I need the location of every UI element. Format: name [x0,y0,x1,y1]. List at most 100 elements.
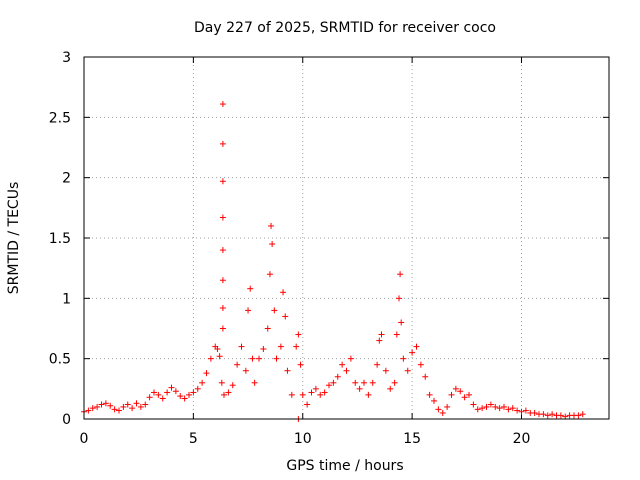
grid [84,57,609,419]
data-point [277,343,284,350]
data-point [249,355,256,362]
data-point [155,391,162,398]
data-point [382,367,389,374]
data-point [374,361,381,368]
data-point [85,407,92,414]
data-point [431,397,437,404]
data-point [264,325,271,332]
data-point [356,385,363,392]
plot-frame [83,56,610,420]
data-point [452,385,459,392]
data-point [417,361,424,368]
data-point [219,178,226,185]
data-point [352,379,359,386]
x-tick-label: 5 [189,431,198,447]
data-point [299,391,306,398]
data-point [400,355,407,362]
data-point [439,409,446,416]
data-point [256,355,262,362]
data-point [575,412,582,419]
data-point [487,401,494,408]
data-point [496,405,503,412]
data-point [269,241,276,248]
data-point [273,355,280,362]
data-point [387,385,394,392]
y-tick-label: 2.5 [49,110,71,126]
data-point [94,403,101,410]
data-point [509,405,516,412]
data-point [280,289,287,296]
data-point [522,407,529,414]
data-point [361,379,367,386]
data-point [293,343,300,350]
x-tick-label: 20 [513,431,531,447]
data-point [168,384,175,391]
data-point [376,337,383,344]
data-point [304,401,311,408]
x-tick-label: 0 [80,431,89,447]
data-point [219,247,226,254]
data-point [391,379,398,386]
data-point [214,346,221,353]
data-point [397,271,404,278]
data-point [321,389,328,396]
data-point [378,331,385,338]
data-points [81,101,586,422]
data-point [124,401,131,408]
data-point [268,222,275,229]
data-point [334,373,341,380]
data-point [234,361,241,368]
data-point [312,385,319,392]
data-point [448,391,455,398]
data-point [260,346,267,353]
data-point [288,391,295,398]
data-point [540,411,547,418]
data-point [470,401,477,408]
data-point [247,285,254,292]
data-point [219,325,226,332]
data-point [177,393,184,400]
data-point [544,412,551,419]
data-point [218,379,225,386]
data-point [514,407,521,414]
data-point [579,411,586,418]
data-point [251,379,258,386]
data-point [151,389,157,396]
data-point [308,389,315,396]
x-tick-label: 10 [294,431,312,447]
data-point [111,406,118,413]
data-point [396,295,402,302]
data-point [159,395,166,402]
data-point [194,385,201,392]
data-point [444,403,451,410]
data-point [238,343,245,350]
data-point [531,409,538,416]
data-point [229,382,236,389]
data-point [146,394,153,401]
y-tick-label: 0.5 [49,352,71,368]
data-point [102,400,109,407]
data-point [181,395,188,402]
y-tick-label: 0 [62,412,71,428]
axis-ticks: 0 5 10 15 20 0 0.5 1 1.5 2 2.5 3 [49,50,609,447]
data-point [393,331,400,338]
y-tick-label: 1.5 [49,231,71,247]
data-point [461,394,468,401]
data-point [107,402,114,409]
data-point [203,370,210,377]
data-point [282,313,289,320]
data-point [266,271,273,278]
data-point [483,403,490,410]
data-point [422,373,429,380]
data-point [343,367,350,374]
data-point [116,407,122,414]
data-point [89,405,96,412]
data-point [413,343,420,350]
data-point [369,379,376,386]
data-point [284,367,291,374]
data-point [549,411,556,418]
x-tick-label: 15 [403,431,421,447]
data-point [347,355,354,362]
data-point [98,401,105,408]
